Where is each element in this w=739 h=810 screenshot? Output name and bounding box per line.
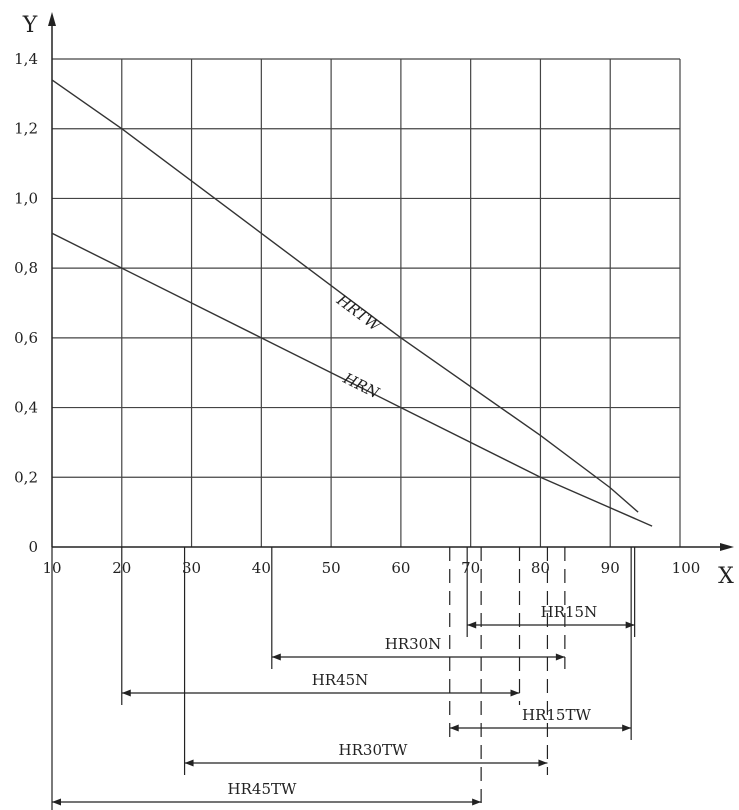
range-hr30tw: HR30TW bbox=[183, 547, 549, 775]
range-label: HR30TW bbox=[339, 741, 408, 759]
range-arrow-end bbox=[538, 759, 548, 767]
x-tick-label: 70 bbox=[461, 559, 480, 577]
range-arrow-start bbox=[449, 724, 459, 732]
series-line-hrn bbox=[51, 232, 653, 527]
x-tick-label: 30 bbox=[182, 559, 201, 577]
x-tick-label: 100 bbox=[672, 559, 701, 577]
series-label-hrtw: HRTW bbox=[333, 290, 386, 336]
y-tick-label: 0,4 bbox=[14, 399, 38, 417]
range-arrow-end bbox=[625, 621, 635, 629]
range-arrow-start bbox=[121, 689, 131, 697]
range-arrow-end bbox=[510, 689, 520, 697]
y-tick-label: 0,6 bbox=[14, 329, 38, 347]
series-lines: HRTW HRN bbox=[51, 79, 653, 527]
x-axis-label: X bbox=[718, 564, 734, 589]
y-axis-arrow bbox=[48, 12, 56, 26]
y-tick-label: 0,8 bbox=[14, 259, 38, 277]
x-tick-label: 50 bbox=[322, 559, 341, 577]
range-arrow-start bbox=[184, 759, 194, 767]
range-label: HR15N bbox=[541, 603, 598, 621]
range-arrow-end bbox=[555, 653, 565, 661]
range-hr45n: HR45N bbox=[121, 547, 521, 705]
range-label: HR45N bbox=[312, 671, 369, 689]
y-tick-label: 1,4 bbox=[14, 50, 38, 68]
series-label-hrn: HRN bbox=[340, 369, 383, 403]
x-tick-label: 40 bbox=[252, 559, 271, 577]
range-label: HR15TW bbox=[522, 706, 591, 724]
range-scales: HR15N HR30N HR45N HR15TW HR30TW HR45TW bbox=[51, 547, 636, 810]
range-arrow-start bbox=[52, 798, 61, 806]
y-tick-label: 1,2 bbox=[14, 120, 38, 138]
x-tick-label: 80 bbox=[531, 559, 550, 577]
x-tick-label: 90 bbox=[601, 559, 620, 577]
y-tick-label: 1,0 bbox=[14, 189, 38, 207]
range-hr30n: HR30N bbox=[271, 547, 566, 669]
range-arrow-end bbox=[622, 724, 632, 732]
range-hr15n: HR15N bbox=[466, 547, 636, 637]
y-tick-label: 0,2 bbox=[14, 468, 38, 486]
range-label: HR45TW bbox=[228, 780, 297, 798]
grid bbox=[52, 58, 681, 547]
range-arrow-start bbox=[271, 653, 281, 661]
x-axis-arrow bbox=[720, 543, 734, 551]
x-tick-label: 60 bbox=[391, 559, 410, 577]
range-hr45tw: HR45TW bbox=[51, 547, 482, 810]
range-label: HR30N bbox=[385, 635, 442, 653]
range-arrow-end bbox=[472, 798, 482, 806]
tick-labels: 10 20 30 40 50 60 70 80 90 10000,20,40,60,81,01,2… bbox=[14, 50, 700, 577]
y-tick-label: 0 bbox=[28, 538, 38, 556]
axes: YX bbox=[22, 12, 734, 589]
range-hr15tw: HR15TW bbox=[449, 547, 632, 740]
y-axis-label: Y bbox=[22, 13, 38, 38]
series-line-hrtw bbox=[51, 79, 639, 513]
range-arrow-start bbox=[467, 621, 477, 629]
